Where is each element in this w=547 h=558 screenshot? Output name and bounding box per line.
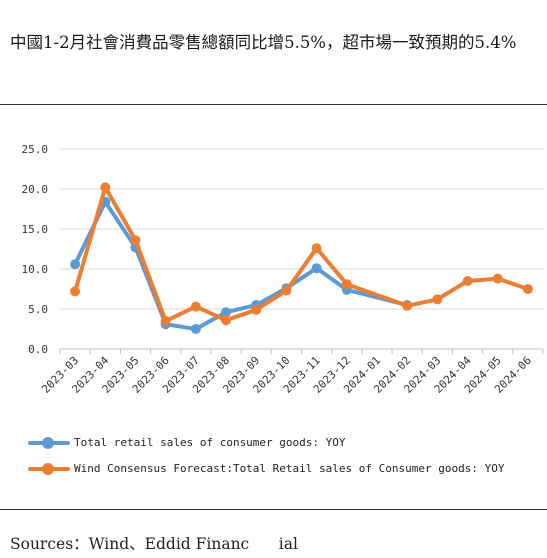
- series-2-point: [221, 315, 232, 326]
- y-tick-label: 15.0: [22, 223, 49, 236]
- series-2-point: [130, 235, 141, 246]
- series-2-point: [100, 182, 111, 193]
- series-2-point: [311, 243, 322, 254]
- chart-title: 中國1-2月社會消費品零售總額同比增5.5%，超市場一致預期的5.4%: [10, 33, 517, 52]
- series-2-point: [341, 279, 352, 290]
- top-divider: [0, 104, 547, 105]
- bottom-divider: [0, 509, 547, 510]
- series-2-point: [190, 301, 201, 312]
- y-tick-label: 25.0: [22, 143, 49, 156]
- series-2-point: [432, 294, 443, 305]
- legend-swatch-series-1: [28, 436, 70, 449]
- y-tick-label: 10.0: [22, 263, 49, 276]
- legend-label-series-2: Wind Consensus Forecast:Total Retail sal…: [74, 461, 505, 475]
- series-2-point: [402, 300, 413, 311]
- series-line-2: [73, 185, 530, 323]
- series-1-point: [311, 263, 322, 274]
- series-2-point: [281, 285, 292, 296]
- y-tick-label: 0.0: [28, 343, 48, 356]
- series-1-point: [190, 324, 201, 334]
- legend-swatch-series-2: [28, 462, 70, 475]
- series-1-point: [70, 259, 81, 270]
- y-tick-label: 20.0: [22, 183, 49, 196]
- series-2-point: [462, 276, 473, 286]
- sources-note: Sources：Wind、Eddid Financ ial: [10, 535, 298, 553]
- legend-entry-2: Wind Consensus Forecast:Total Retail sal…: [28, 460, 504, 476]
- series-2-point: [70, 286, 81, 297]
- legend-entry-1: Total retail sales of consumer goods: YO…: [28, 434, 346, 450]
- series-1-point: [221, 307, 232, 318]
- series-2-point: [522, 284, 533, 294]
- line-chart: 0.05.010.015.020.025.02023-032023-042023…: [22, 143, 544, 396]
- y-tick-label: 5.0: [28, 303, 48, 316]
- series-2-point: [492, 273, 503, 284]
- series-2-point: [160, 316, 171, 326]
- legend-label-series-1: Total retail sales of consumer goods: YO…: [74, 435, 346, 449]
- series-2-point: [251, 304, 262, 315]
